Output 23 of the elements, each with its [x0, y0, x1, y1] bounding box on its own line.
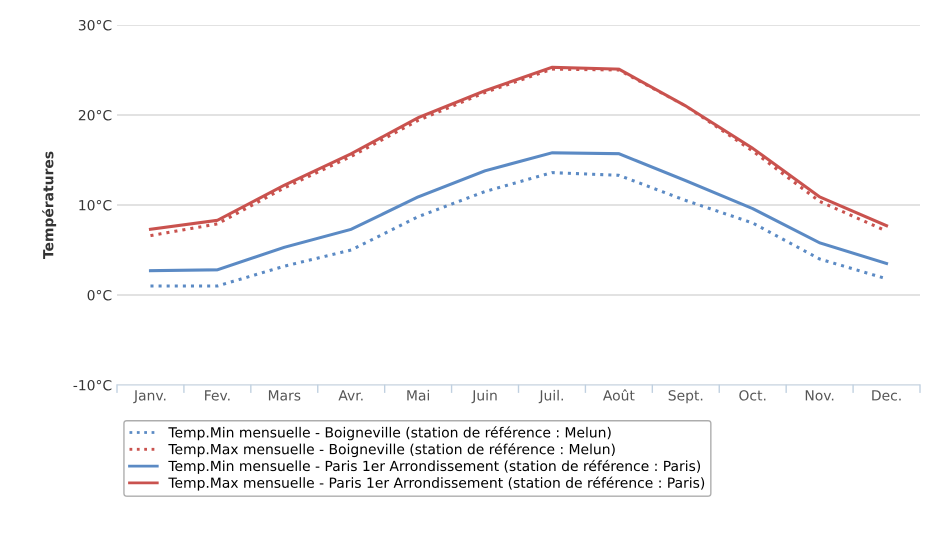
x-tick-label: Janv.: [133, 390, 166, 404]
x-tick-label: Mars: [268, 390, 300, 401]
x-tick-label: Juin: [472, 390, 497, 404]
x-tick-label: Fev.: [205, 390, 230, 401]
x-tick-label: Nov.: [806, 390, 834, 401]
y-tick-label: 20°C: [78, 110, 112, 120]
legend-label: Temp.Min mensuelle - Boigneville (station de référence : Melun): [168, 426, 611, 440]
x-tick-label: Juil.: [538, 390, 563, 404]
x-tick-label: Dec.: [872, 390, 901, 401]
y-axis-title: Températures: [42, 152, 56, 260]
legend-label: Temp.Min mensuelle - Paris 1er Arrondissement (station de référence : Paris): [168, 460, 700, 474]
y-tick-label: 0°C: [88, 290, 112, 300]
line-series: [148, 151, 888, 272]
legend-label: Temp.Max mensuelle - Boigneville (station de référence : Melun): [168, 443, 615, 458]
y-tick-label: 10°C: [79, 200, 112, 210]
legend-label: Temp.Max mensuelle - Paris 1er Arrondissement (station de référence : Paris): [168, 476, 704, 491]
x-tick-label: Avr.: [338, 390, 363, 400]
y-tick-label: -10°C: [73, 380, 112, 390]
y-tick-label: 30°C: [78, 20, 112, 30]
x-tick-label: Sept.: [668, 390, 702, 404]
x-tick-label: Oct.: [739, 390, 766, 401]
x-tick-label: Août: [602, 389, 635, 401]
x-tick-label: Mai: [407, 390, 429, 401]
